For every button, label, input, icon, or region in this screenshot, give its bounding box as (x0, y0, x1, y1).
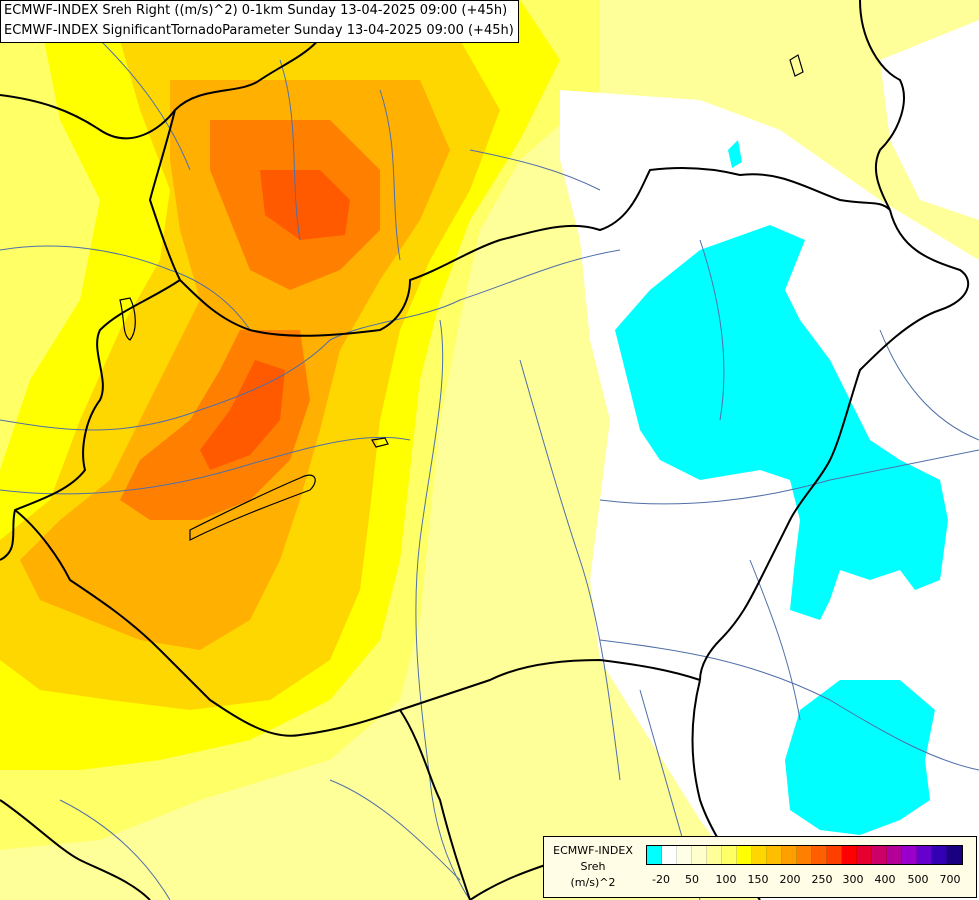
border-hungary-romania (699, 209, 970, 681)
legend-swatch (842, 846, 857, 864)
legend-tick-label: 500 (907, 873, 929, 886)
field-white-ne (880, 20, 979, 220)
legend-tick-label: 250 (811, 873, 833, 886)
legend-swatch (722, 846, 737, 864)
color-legend: ECMWF-INDEX Sreh (m/s)^2 -20 50 100 150 200 2… (543, 836, 977, 898)
title-line-stp: ECMWF-INDEX SignificantTornadoParameter … (4, 23, 514, 38)
lake-small (371, 437, 389, 448)
legend-swatch (677, 846, 692, 864)
border-slovak-hungary (179, 166, 891, 337)
lake-neusiedl (119, 297, 136, 341)
legend-swatch (692, 846, 707, 864)
legend-swatch (812, 846, 827, 864)
legend-tick-label: 700 (939, 873, 961, 886)
legend-swatch (767, 846, 782, 864)
legend-colorbar (646, 845, 963, 865)
legend-swatch (827, 846, 842, 864)
legend-tick-label: 300 (842, 873, 864, 886)
legend-tick-label: 200 (779, 873, 801, 886)
legend-swatch (797, 846, 812, 864)
border-serbia (399, 709, 471, 900)
legend-ticks: -20 50 100 150 200 250 300 400 500 700 (646, 873, 976, 889)
border-north-east (859, 0, 905, 211)
legend-swatch (662, 846, 677, 864)
legend-swatch (647, 846, 662, 864)
legend-swatch (737, 846, 752, 864)
legend-tick-label: 100 (715, 873, 737, 886)
legend-tick-label: 150 (747, 873, 769, 886)
lake-balaton (189, 474, 316, 541)
legend-swatch (932, 846, 947, 864)
legend-swatch (707, 846, 722, 864)
legend-tick-label: 400 (874, 873, 896, 886)
lakes (119, 54, 804, 541)
map-title-box: ECMWF-INDEX Sreh Right ((m/s)^2) 0-1km S… (0, 0, 519, 43)
legend-title-model: ECMWF-INDEX (553, 844, 633, 857)
legend-swatch (917, 846, 932, 864)
legend-title-param: Sreh (580, 860, 606, 873)
field-red-orange-north (260, 170, 350, 240)
legend-title-unit: (m/s)^2 (570, 876, 616, 889)
border-austria-hungary (0, 279, 181, 561)
rivers (0, 39, 979, 900)
field-red-orange-south (200, 360, 285, 470)
legend-tick-label: 50 (685, 873, 699, 886)
border-slovenia (0, 799, 151, 900)
lake-ne (789, 54, 804, 77)
legend-swatch (887, 846, 902, 864)
legend-tick-label: -20 (652, 873, 670, 886)
border-czech-slovak (149, 109, 181, 281)
sig-tornado-region-north (615, 225, 948, 620)
border-hungary-croatia (14, 509, 701, 737)
legend-title: ECMWF-INDEX Sreh (m/s)^2 (546, 843, 640, 891)
title-line-sreh: ECMWF-INDEX Sreh Right ((m/s)^2) 0-1km S… (4, 3, 508, 18)
legend-swatch (902, 846, 917, 864)
legend-swatch (782, 846, 797, 864)
legend-swatch (872, 846, 887, 864)
legend-swatch (752, 846, 767, 864)
legend-swatch (857, 846, 872, 864)
sig-tornado-region-small (728, 140, 742, 168)
legend-swatch (947, 846, 962, 864)
sig-tornado-region-south (785, 680, 935, 835)
